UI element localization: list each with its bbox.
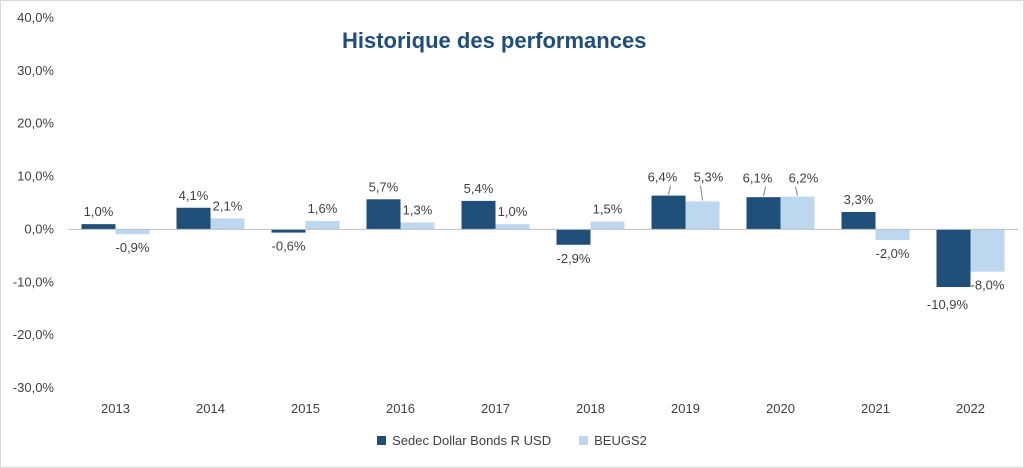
x-tick-label: 2016 xyxy=(386,401,415,416)
chart-title: Historique des performances xyxy=(342,28,647,53)
y-tick-label: -30,0% xyxy=(13,380,55,395)
bar-series1 xyxy=(651,195,686,230)
bar-series2 xyxy=(780,196,815,230)
data-label-series2: -8,0% xyxy=(971,278,1005,293)
data-label-series1: 6,1% xyxy=(743,171,773,186)
y-tick-label: -20,0% xyxy=(13,327,55,342)
x-tick-label: 2021 xyxy=(861,401,890,416)
data-label-series2: 1,5% xyxy=(593,202,623,217)
bar-series1 xyxy=(556,229,591,245)
data-label-series1: -0,6% xyxy=(272,239,306,254)
bar-series2 xyxy=(590,221,625,230)
bar-series1 xyxy=(461,200,496,230)
bar-series1 xyxy=(841,211,876,230)
bar-series1 xyxy=(176,207,211,230)
data-label-series2: 1,0% xyxy=(498,204,528,219)
bar-series1 xyxy=(366,199,401,230)
y-tick-label: 20,0% xyxy=(17,116,54,131)
bar-series2 xyxy=(685,201,720,230)
data-label-series2: 2,1% xyxy=(213,198,243,213)
bar-series1 xyxy=(936,229,971,288)
data-label-series2: 1,3% xyxy=(403,203,433,218)
legend-item-series1: Sedec Dollar Bonds R USD xyxy=(377,433,551,448)
data-label-series1: 1,0% xyxy=(84,204,114,219)
x-tick-label: 2022 xyxy=(956,401,985,416)
bar-series2 xyxy=(495,224,530,230)
bar-series1 xyxy=(81,224,116,230)
data-label-leader xyxy=(700,185,703,201)
data-label-series1: 4,1% xyxy=(179,188,209,203)
y-tick-label: 0,0% xyxy=(24,221,54,236)
data-label-series1: -2,9% xyxy=(557,251,591,266)
x-tick-label: 2013 xyxy=(101,401,130,416)
x-tick-label: 2014 xyxy=(196,401,225,416)
data-label-series1: 3,3% xyxy=(844,192,874,207)
y-tick-label: 30,0% xyxy=(17,63,54,78)
data-label-series2: 6,2% xyxy=(789,171,819,186)
data-label-leader xyxy=(668,185,671,195)
bar-series2 xyxy=(305,220,340,230)
bar-series2 xyxy=(875,229,910,240)
x-tick-label: 2020 xyxy=(766,401,795,416)
legend-item-series2: BEUGS2 xyxy=(579,433,647,448)
data-label-series2: 5,3% xyxy=(694,170,724,185)
bar-series2 xyxy=(400,222,435,230)
x-tick-label: 2019 xyxy=(671,401,700,416)
y-tick-label: -10,0% xyxy=(13,274,55,289)
legend-swatch-series2 xyxy=(579,436,589,445)
data-label-leader xyxy=(795,186,798,196)
data-label-series1: -10,9% xyxy=(927,297,969,312)
bar-series2 xyxy=(970,229,1005,272)
data-label-series2: 1,6% xyxy=(308,201,338,216)
bar-series2 xyxy=(210,218,245,230)
y-tick-label: 40,0% xyxy=(17,10,54,25)
x-tick-label: 2015 xyxy=(291,401,320,416)
x-tick-label: 2017 xyxy=(481,401,510,416)
legend-label-series1: Sedec Dollar Bonds R USD xyxy=(392,433,552,448)
data-label-series2: -2,0% xyxy=(876,246,910,261)
legend-swatch-series1 xyxy=(377,436,387,445)
bar-series1 xyxy=(746,197,781,230)
bar-series1 xyxy=(271,229,306,233)
x-tick-label: 2018 xyxy=(576,401,605,416)
data-label-series1: 5,7% xyxy=(369,179,399,194)
data-label-leader xyxy=(763,186,766,197)
bar-series2 xyxy=(115,229,150,235)
data-label-series1: 5,4% xyxy=(464,181,494,196)
legend-label-series2: BEUGS2 xyxy=(594,433,647,448)
data-label-series2: -0,9% xyxy=(116,240,150,255)
data-label-series1: 6,4% xyxy=(648,170,678,185)
y-tick-label: 10,0% xyxy=(17,169,54,184)
chart-legend: Sedec Dollar Bonds R USD BEUGS2 xyxy=(0,433,1024,448)
